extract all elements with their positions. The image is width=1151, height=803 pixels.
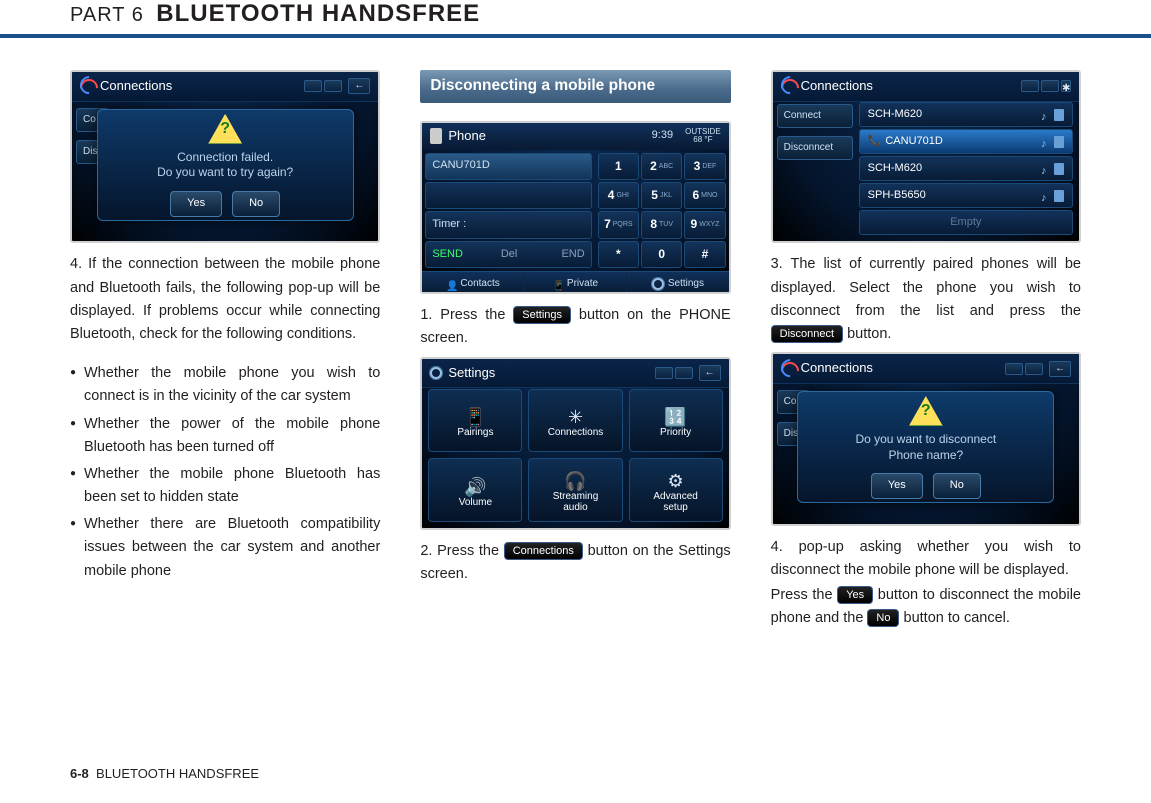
dialog-line1: Connection failed. [157, 150, 293, 166]
device-row[interactable]: SCH-M620♪ [859, 156, 1073, 181]
phone-time: 9:39 [652, 127, 673, 145]
warning-icon: ? [909, 396, 943, 426]
disconnect-dialog-mock: Connections ← Co Disc ? Do you want to d… [771, 352, 1081, 525]
device-row[interactable]: 📞CANU701D♪ [859, 129, 1073, 154]
warning-icon: ? [208, 114, 242, 144]
page-footer: 6-8 BLUETOOTH HANDSFREE [70, 766, 259, 781]
phone-title: Phone [448, 126, 645, 147]
gear-icon [430, 367, 442, 379]
send-row: SENDDel END [425, 241, 591, 268]
connections-icon [781, 79, 795, 93]
keypad-key[interactable]: 4GHI [598, 182, 639, 209]
keypad-key[interactable]: # [684, 241, 725, 268]
part-label: PART 6 [70, 4, 144, 27]
keypad-key[interactable]: 3DEF [684, 153, 725, 180]
mock-title: Connections [100, 76, 298, 97]
keypad-key[interactable]: * [598, 241, 639, 268]
connections-icon [80, 79, 94, 93]
gear-icon [652, 278, 664, 290]
settings-tile[interactable]: 🎧Streamingaudio [528, 458, 622, 522]
connections-list-mock: Connections ✱ Connect Disconncet SCH-M62… [771, 70, 1081, 243]
settings-tile[interactable]: 📱Pairings [428, 389, 522, 453]
step-4a-text: 4. pop-up asking whether you wish to dis… [771, 536, 1081, 582]
column-1: Connections ← Co Disc ? Connection faile… [70, 70, 380, 636]
keypad-key[interactable]: 9WXYZ [684, 211, 725, 238]
dialog-line2: Do you want to try again? [157, 165, 293, 181]
device-row[interactable]: SCH-M620♪ [859, 102, 1073, 127]
connections-icon [781, 362, 795, 376]
content-columns: Connections ← Co Disc ? Connection faile… [0, 38, 1151, 636]
phone-keypad-mock: Phone 9:39 OUTSIDE68 °F CANU701D Timer :… [420, 121, 730, 294]
column-3: Connections ✱ Connect Disconncet SCH-M62… [771, 70, 1081, 636]
keypad-key[interactable]: 8TUV [641, 211, 682, 238]
yes-button[interactable]: Yes [871, 473, 923, 499]
no-button[interactable]: No [232, 191, 280, 217]
conn-title: Connections [801, 76, 1015, 97]
device-row[interactable]: SPH-B5650♪ [859, 183, 1073, 208]
yes-chip: Yes [837, 586, 873, 604]
timer-row: Timer : [425, 211, 591, 238]
keypad-key[interactable]: 5JKL [641, 182, 682, 209]
back-icon: ← [699, 365, 721, 381]
part-title: BLUETOOTH HANDSFREE [156, 0, 480, 28]
bullet-3: Whether the mobile phone Bluetooth has b… [70, 463, 380, 509]
tab-connect[interactable]: Connect [777, 104, 853, 128]
disc-title: Connections [801, 358, 999, 379]
step-4-text: 4. If the connection between the mobile … [70, 253, 380, 346]
column-2: Disconnecting a mobile phone Phone 9:39 … [420, 70, 730, 636]
settings-tile[interactable]: ⚙Advancedsetup [629, 458, 723, 522]
yes-button[interactable]: Yes [170, 191, 222, 217]
footer-section: BLUETOOTH HANDSFREE [96, 766, 259, 781]
connections-chip: Connections [504, 542, 583, 560]
disconnect-chip: Disconnect [771, 325, 843, 343]
bullet-list: Whether the mobile phone you wish to con… [70, 362, 380, 583]
empty-row: Empty [859, 210, 1073, 235]
settings-btn[interactable]: Settings [626, 271, 728, 294]
dialog: ? Connection failed. Do you want to try … [97, 109, 354, 221]
dialog-line2: Phone name? [855, 448, 996, 464]
back-icon: ← [348, 78, 370, 94]
step-1-text: 1. Press the Settings button on the PHON… [420, 304, 730, 350]
settings-title: Settings [448, 363, 648, 384]
settings-tile[interactable]: 🔊Volume [428, 458, 522, 522]
device-row: CANU701D [425, 153, 591, 180]
page-number: 6-8 [70, 766, 89, 781]
page-header: PART 6 BLUETOOTH HANDSFREE [0, 0, 1151, 38]
step-3-text: 3. The list of currently paired phones w… [771, 253, 1081, 346]
no-chip: No [867, 609, 899, 627]
keypad-key[interactable]: 1 [598, 153, 639, 180]
phone-icon [430, 128, 442, 144]
connection-failed-mock: Connections ← Co Disc ? Connection faile… [70, 70, 380, 243]
bullet-1: Whether the mobile phone you wish to con… [70, 362, 380, 408]
keypad-key[interactable]: 0 [641, 241, 682, 268]
keypad-key[interactable]: 2ABC [641, 153, 682, 180]
bullet-4: Whether there are Bluetooth compatibilit… [70, 513, 380, 583]
private-btn[interactable]: 📱Private [524, 271, 626, 294]
settings-tile[interactable]: 🔢Priority [629, 389, 723, 453]
no-button[interactable]: No [933, 473, 981, 499]
bullet-2: Whether the power of the mobile phone Bl… [70, 413, 380, 459]
step-2-text: 2. Press the Connections button on the S… [420, 540, 730, 586]
settings-tile[interactable]: ✳Connections [528, 389, 622, 453]
step-4b-text: Press the Yes button to disconnect the m… [771, 584, 1081, 630]
keypad-key[interactable]: 6MNO [684, 182, 725, 209]
contacts-btn[interactable]: 👤Contacts [422, 271, 523, 294]
settings-chip: Settings [513, 306, 571, 324]
keypad-key[interactable]: 7PQRS [598, 211, 639, 238]
back-icon: ← [1049, 361, 1071, 377]
section-heading: Disconnecting a mobile phone [420, 70, 730, 103]
settings-grid-mock: Settings ← 📱Pairings✳Connections🔢Priorit… [420, 357, 730, 530]
tab-disconnect[interactable]: Disconncet [777, 136, 853, 160]
empty-row [425, 182, 591, 209]
dialog-line1: Do you want to disconnect [855, 432, 996, 448]
